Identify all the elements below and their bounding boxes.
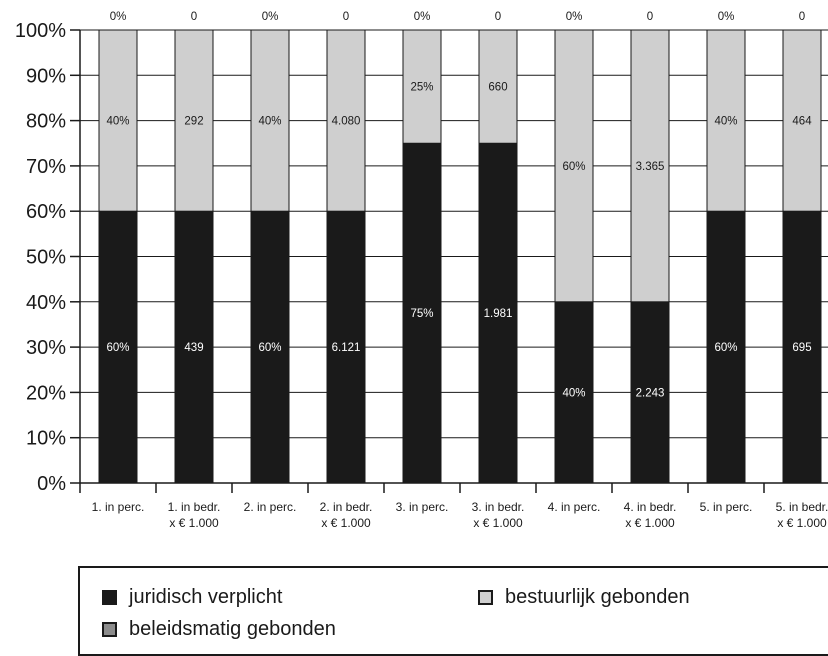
x-category-label: x € 1.000 bbox=[625, 516, 675, 530]
bar-segment bbox=[630, 29, 670, 303]
y-tick-label: 20% bbox=[26, 382, 66, 404]
bar-top-label: 0% bbox=[718, 11, 735, 23]
x-category-label: x € 1.000 bbox=[169, 516, 219, 530]
bar-value-label: 40% bbox=[562, 387, 585, 399]
y-tick-label: 0% bbox=[37, 473, 66, 495]
bar-segment bbox=[706, 29, 746, 212]
x-category-label: 4. in perc. bbox=[548, 500, 601, 514]
bar-value-label: 439 bbox=[184, 342, 203, 354]
x-category-label: x € 1.000 bbox=[473, 516, 523, 530]
x-category-label: 5. in bedr. bbox=[776, 500, 828, 514]
bar-top-label: 0% bbox=[566, 11, 583, 23]
bar-segment bbox=[402, 29, 442, 144]
bar-value-label: 40% bbox=[714, 116, 737, 128]
x-category-label: x € 1.000 bbox=[321, 516, 371, 530]
y-tick-label: 70% bbox=[26, 156, 66, 178]
bar-top-label: 0% bbox=[414, 11, 431, 23]
x-category-label: 1. in bedr. bbox=[168, 500, 221, 514]
bar-top-label: 0% bbox=[110, 11, 127, 23]
bar-value-label: 40% bbox=[258, 116, 281, 128]
bar-segment bbox=[478, 29, 518, 144]
x-category-label: 4. in bedr. bbox=[624, 500, 677, 514]
y-tick-label: 80% bbox=[26, 111, 66, 133]
bar-value-label: 75% bbox=[410, 308, 433, 320]
x-category-label: 3. in perc. bbox=[396, 500, 449, 514]
bar-value-label: 60% bbox=[258, 342, 281, 354]
y-tick-label: 40% bbox=[26, 292, 66, 314]
bar-value-label: 464 bbox=[792, 116, 812, 128]
legend-label-juridisch: juridisch verplicht bbox=[129, 586, 283, 608]
legend-swatch-beleidsmatig bbox=[102, 622, 117, 637]
x-category-label: 3. in bedr. bbox=[472, 500, 525, 514]
bar-top-label: 0 bbox=[495, 11, 501, 23]
legend-swatch-juridisch bbox=[102, 590, 117, 605]
bar-segment bbox=[250, 210, 290, 484]
legend-item-beleidsmatig: beleidsmatig gebonden bbox=[102, 618, 336, 641]
bar-value-label: 660 bbox=[488, 82, 507, 94]
bar-segment bbox=[174, 29, 214, 212]
legend-item-juridisch: juridisch verplicht bbox=[102, 586, 282, 609]
bar-value-label: 60% bbox=[106, 342, 129, 354]
legend: juridisch verplicht bestuurlijk gebonden… bbox=[78, 566, 828, 656]
bar-value-label: 1.981 bbox=[484, 308, 513, 320]
bar-value-label: 60% bbox=[562, 161, 585, 173]
x-category-label: 5. in perc. bbox=[700, 500, 753, 514]
bar-segment bbox=[478, 142, 518, 484]
bar-segment bbox=[630, 301, 670, 484]
bar-top-label: 0 bbox=[191, 11, 197, 23]
y-tick-label: 10% bbox=[26, 428, 66, 450]
bar-value-label: 3.365 bbox=[636, 161, 665, 173]
y-tick-label: 30% bbox=[26, 337, 66, 359]
legend-label-beleidsmatig: beleidsmatig gebonden bbox=[129, 618, 336, 640]
legend-swatch-bestuurlijk bbox=[478, 590, 493, 605]
bar-segment bbox=[98, 29, 138, 212]
bar-segment bbox=[326, 29, 366, 212]
bar-segment bbox=[250, 29, 290, 212]
bar-segment bbox=[782, 29, 822, 212]
bar-value-label: 292 bbox=[184, 116, 203, 128]
bar-value-label: 4.080 bbox=[332, 116, 361, 128]
bar-value-label: 2.243 bbox=[636, 387, 665, 399]
bar-top-label: 0 bbox=[799, 11, 805, 23]
bar-segment bbox=[554, 29, 594, 303]
bar-segment bbox=[554, 301, 594, 484]
bar-segment bbox=[98, 210, 138, 484]
bar-value-label: 695 bbox=[792, 342, 811, 354]
bar-value-label: 6.121 bbox=[332, 342, 361, 354]
bar-segment bbox=[402, 142, 442, 484]
bar-top-label: 0 bbox=[647, 11, 653, 23]
x-category-label: 2. in perc. bbox=[244, 500, 297, 514]
bar-segment bbox=[706, 210, 746, 484]
bar-value-label: 25% bbox=[410, 82, 433, 94]
x-category-label: x € 1.000 bbox=[777, 516, 827, 530]
y-tick-label: 100% bbox=[15, 20, 66, 42]
x-category-label: 1. in perc. bbox=[92, 500, 145, 514]
y-tick-label: 90% bbox=[26, 65, 66, 87]
bar-segment bbox=[782, 210, 822, 484]
bar-value-label: 40% bbox=[106, 116, 129, 128]
bar-segment bbox=[326, 210, 366, 484]
legend-item-bestuurlijk: bestuurlijk gebonden bbox=[478, 586, 690, 609]
legend-label-bestuurlijk: bestuurlijk gebonden bbox=[505, 586, 690, 608]
bar-top-label: 0 bbox=[343, 11, 349, 23]
x-category-label: 2. in bedr. bbox=[320, 500, 373, 514]
y-tick-label: 60% bbox=[26, 201, 66, 223]
bar-top-label: 0% bbox=[262, 11, 279, 23]
bar-value-label: 60% bbox=[714, 342, 737, 354]
y-tick-label: 50% bbox=[26, 247, 66, 269]
